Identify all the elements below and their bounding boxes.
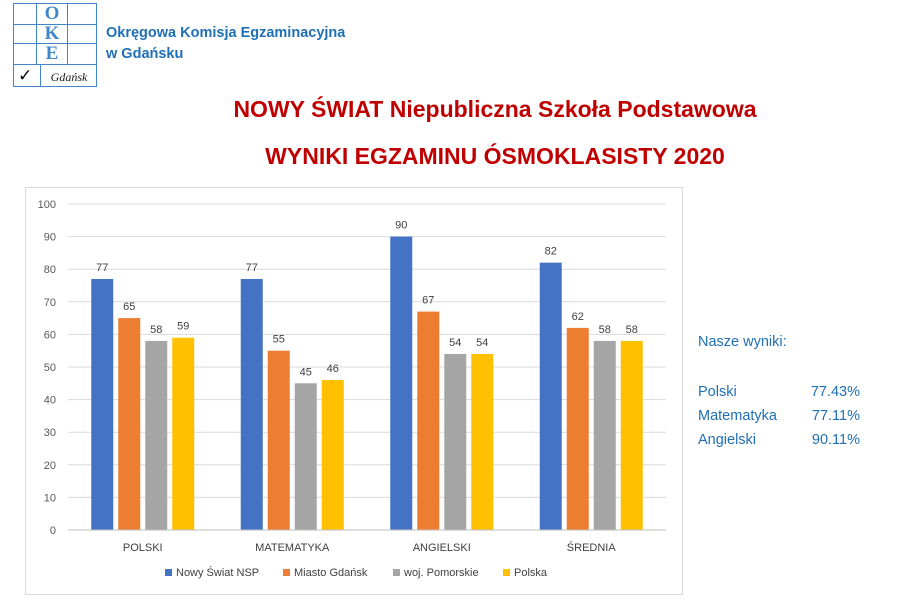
data-label: 65 — [123, 301, 135, 313]
legend-swatch — [283, 569, 290, 576]
data-label: 90 — [395, 220, 407, 232]
legend-swatch — [503, 569, 510, 576]
result-value: 77.43% — [810, 384, 860, 400]
result-label: Angielski — [698, 432, 757, 448]
x-category-label: ANGIELSKI — [413, 542, 471, 554]
result-row-polski: Polski 77.43% — [698, 380, 888, 404]
bar — [417, 311, 440, 530]
result-label: Polski — [698, 384, 737, 400]
data-label: 59 — [177, 321, 189, 333]
logo-letter-o: O — [44, 3, 60, 24]
y-tick-label: 100 — [38, 199, 56, 211]
y-tick-label: 40 — [44, 395, 56, 407]
bar — [321, 380, 344, 530]
chart-frame: 0 10 20 30 40 50 60 70 80 90 100 77 65 58 59 POLSKI 77 55… — [25, 187, 683, 595]
organization-name: Okręgowa Komisja Egzaminacyjna w Gdańsku — [106, 23, 345, 65]
data-label: 46 — [327, 363, 339, 375]
result-label: Matematyka — [698, 408, 777, 424]
data-label: 77 — [246, 262, 258, 274]
bar — [390, 236, 413, 530]
logo-line — [14, 24, 96, 44]
x-category-label: MATEMATYKA — [255, 542, 330, 554]
results-heading: Nasze wyniki: — [698, 334, 787, 350]
bar-chart: 0 10 20 30 40 50 60 70 80 90 100 77 65 58 59 POLSKI 77 55… — [38, 199, 666, 579]
logo-line — [14, 64, 96, 65]
x-category-label: POLSKI — [123, 542, 163, 554]
bar — [145, 340, 168, 530]
bar — [593, 340, 616, 530]
data-label: 54 — [449, 337, 461, 349]
bar — [267, 350, 290, 530]
legend-label: woj. Pomorskie — [403, 567, 479, 579]
bar — [620, 340, 643, 530]
data-label: 58 — [599, 324, 611, 336]
result-row-angielski: Angielski 90.11% — [698, 428, 888, 452]
result-row-matematyka: Matematyka 77.11% — [698, 404, 888, 428]
data-label: 55 — [273, 334, 285, 346]
oke-logo: O K E ✓ Gdańsk — [13, 3, 97, 87]
data-label: 58 — [150, 324, 162, 336]
legend-label: Nowy Świat NSP — [176, 566, 259, 579]
y-tick-label: 90 — [44, 232, 56, 244]
bar — [240, 278, 263, 530]
x-category-label: ŚREDNIA — [567, 541, 617, 554]
page-subtitle: WYNIKI EGZAMINU ÓSMOKLASISTY 2020 — [265, 143, 725, 169]
bar — [91, 278, 114, 530]
results-panel: Nasze wyniki: Polski 77.43% Matematyka 7… — [698, 334, 888, 452]
y-tick-label: 70 — [44, 297, 56, 309]
logo-line — [40, 64, 41, 86]
legend-label: Miasto Gdańsk — [294, 567, 368, 579]
logo-grid — [36, 4, 68, 64]
bar — [118, 318, 141, 530]
bar — [444, 353, 467, 530]
bar — [294, 383, 317, 530]
y-tick-label: 80 — [44, 264, 56, 276]
page-title: NOWY ŚWIAT Niepubliczna Szkoła Podstawow… — [233, 96, 757, 122]
bar — [471, 353, 494, 530]
data-label: 77 — [96, 262, 108, 274]
y-tick-label: 0 — [50, 525, 56, 537]
y-tick-label: 10 — [44, 492, 56, 504]
y-tick-label: 50 — [44, 362, 56, 374]
y-tick-label: 30 — [44, 427, 56, 439]
organization-name-line2: w Gdańsku — [106, 46, 184, 62]
checkmark-icon: ✓ — [18, 66, 33, 85]
data-label: 45 — [300, 366, 312, 378]
logo-city: Gdańsk — [50, 70, 88, 84]
legend-swatch — [165, 569, 172, 576]
result-value: 90.11% — [811, 432, 860, 448]
data-label: 58 — [626, 324, 638, 336]
result-value: 77.11% — [811, 408, 860, 424]
data-label: 67 — [422, 295, 434, 307]
legend-label: Polska — [514, 567, 548, 579]
y-tick-label: 60 — [44, 329, 56, 341]
data-label: 62 — [572, 311, 584, 323]
data-label: 82 — [545, 246, 557, 258]
legend-swatch — [393, 569, 400, 576]
bar — [566, 327, 589, 530]
bar — [172, 337, 195, 530]
organization-name-line1: Okręgowa Komisja Egzaminacyjna — [106, 25, 346, 41]
data-label: 54 — [476, 337, 488, 349]
y-tick-label: 20 — [44, 460, 56, 472]
logo-letter-e: E — [45, 43, 59, 64]
bar — [539, 262, 562, 530]
logo-letter-k: K — [44, 23, 60, 44]
